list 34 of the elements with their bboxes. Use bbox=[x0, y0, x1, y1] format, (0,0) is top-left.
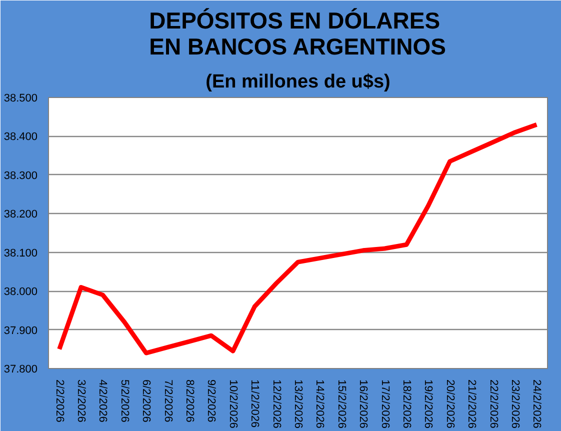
y-tick-label: 37.800 bbox=[4, 364, 38, 376]
y-tick-label: 38.100 bbox=[4, 247, 38, 260]
x-tick-label: 14/2/2026 bbox=[314, 380, 326, 428]
x-tick-label: 18/2/2026 bbox=[400, 380, 412, 428]
y-tick-label: 38.300 bbox=[4, 170, 38, 182]
y-tick-label: 38.200 bbox=[4, 208, 38, 221]
x-tick-label: 3/2/2026 bbox=[75, 380, 88, 422]
chart-subtitle: (En millones de u$s) bbox=[206, 72, 390, 92]
chart-title: DEPÓSITOS EN DÓLARES EN BANCOS ARGENTINOS bbox=[149, 8, 446, 60]
x-tick-label: 5/2/2026 bbox=[118, 380, 130, 422]
y-tick-label: 37.900 bbox=[4, 324, 38, 337]
x-tick-label: 9/2/2026 bbox=[205, 380, 218, 422]
x-tick-label: 13/2/2026 bbox=[292, 380, 304, 428]
y-tick-label: 38.000 bbox=[4, 286, 38, 298]
x-tick-label: 2/2/2026 bbox=[53, 380, 66, 422]
x-tick-label: 11/2/2026 bbox=[248, 380, 261, 428]
x-tick-label: 10/2/2026 bbox=[226, 380, 239, 428]
x-tick-label: 24/2/2026 bbox=[530, 380, 543, 428]
x-tick-label: 16/2/2026 bbox=[357, 380, 370, 428]
x-tick-label: 8/2/2026 bbox=[184, 380, 196, 422]
y-tick-label: 38.400 bbox=[4, 131, 38, 144]
x-tick-label: 20/2/2026 bbox=[444, 380, 456, 428]
x-tick-label: 22/2/2026 bbox=[487, 380, 500, 428]
line-series bbox=[57, 122, 539, 356]
x-tick-label: 17/2/2026 bbox=[378, 380, 391, 428]
x-tick-label: 7/2/2026 bbox=[162, 380, 174, 422]
x-tick-label: 21/2/2026 bbox=[466, 380, 478, 428]
x-tick-label: 12/2/2026 bbox=[270, 380, 282, 428]
x-tick-label: 6/2/2026 bbox=[140, 380, 152, 422]
x-tick-label: 4/2/2026 bbox=[96, 380, 109, 422]
x-tick-label: 15/2/2026 bbox=[335, 380, 348, 428]
y-tick-label: 38.500 bbox=[4, 92, 38, 104]
x-tick-label: 23/2/2026 bbox=[508, 380, 521, 428]
x-tick-label: 19/2/2026 bbox=[422, 380, 434, 428]
